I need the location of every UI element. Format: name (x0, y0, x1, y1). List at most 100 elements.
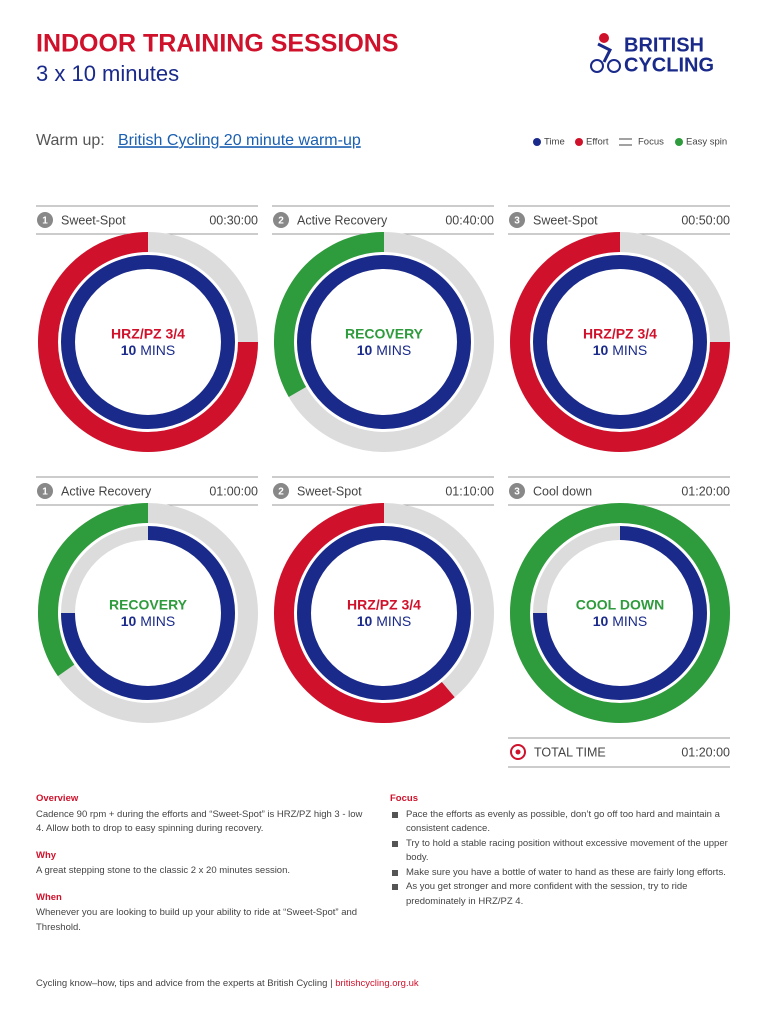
step-time: 01:10:00 (445, 484, 494, 498)
note-text: Whenever you are looking to build up you… (36, 907, 358, 933)
note-heading: Why (36, 849, 57, 861)
step-name: Sweet-Spot (533, 213, 598, 227)
step-time: 00:40:00 (445, 213, 494, 227)
ring-arc (61, 255, 235, 429)
legend-label: Easy spin (686, 137, 727, 148)
step-number: 1 (42, 487, 48, 498)
duration-value: 10 (593, 342, 609, 358)
step-number: 3 (514, 487, 520, 498)
duration-value: 10 (121, 613, 137, 629)
logo-text: CYCLING (624, 54, 714, 76)
step-time: 00:30:00 (209, 213, 258, 227)
step-number: 2 (278, 216, 284, 227)
step-name: Active Recovery (61, 484, 152, 498)
duration-value: 10 (357, 342, 373, 358)
notes-left: Overview Cadence 90 rpm + during the effo… (36, 792, 366, 947)
focus-item: Make sure you have a bottle of water to … (390, 866, 735, 881)
logo-head (599, 33, 609, 43)
title: INDOOR TRAINING SESSIONS (36, 30, 399, 58)
duration: 10 MINS (593, 613, 647, 629)
legend-label: Time (544, 137, 565, 148)
notes-focus: Focus Pace the efforts as evenly as poss… (390, 792, 735, 909)
footer: Cycling know–how, tips and advice from t… (36, 978, 419, 989)
ring-arc (533, 526, 707, 700)
logo: BRITISH CYCLING (590, 33, 714, 76)
step-number: 2 (278, 487, 284, 498)
zone-label: RECOVERY (345, 326, 424, 342)
note: Overview Cadence 90 rpm + during the effo… (36, 792, 366, 837)
legend-dot (533, 138, 541, 146)
duration-value: 10 (121, 342, 137, 358)
session-card: 3 Sweet-Spot 00:50:00 HRZ/PZ 3/410 MINS (508, 205, 730, 452)
zone-label: HRZ/PZ 3/4 (583, 326, 657, 342)
zone-label: HRZ/PZ 3/4 (111, 326, 185, 342)
total-label: TOTAL TIME (534, 745, 606, 759)
step-time: 00:50:00 (681, 213, 730, 227)
ring-arc (510, 503, 730, 723)
step-number: 3 (514, 216, 520, 227)
ring-arc (274, 503, 455, 723)
duration: 10 MINS (593, 342, 647, 358)
ring-arc (38, 503, 149, 677)
duration-unit: MINS (376, 613, 411, 629)
logo-text: BRITISH (624, 34, 704, 56)
zone-label: HRZ/PZ 3/4 (347, 597, 421, 613)
stopwatch-icon (515, 749, 521, 755)
duration-unit: MINS (140, 342, 175, 358)
legend: Time Effort Focus Easy spin (533, 137, 727, 148)
ring-arc (297, 526, 471, 700)
logo-body (597, 42, 613, 63)
step-badge (273, 483, 289, 499)
note-text: Cadence 90 rpm + during the efforts and … (36, 808, 363, 835)
duration-unit: MINS (612, 613, 647, 629)
total-time: 01:20:00 (681, 745, 730, 759)
focus-item: Try to hold a stable racing position wit… (390, 837, 735, 866)
legend-label: Effort (586, 137, 609, 148)
step-badge (273, 212, 289, 228)
duration: 10 MINS (357, 613, 411, 629)
legend-dot (675, 138, 683, 146)
note: When Whenever you are looking to build up… (36, 891, 366, 936)
footer-link[interactable]: britishcycling.org.uk (335, 978, 419, 989)
ring-arc (510, 232, 730, 452)
zone-label: RECOVERY (109, 597, 188, 613)
step-badge (37, 483, 53, 499)
ring-arc (61, 526, 235, 700)
zone-label: COOL DOWN (576, 597, 664, 613)
warmup-link[interactable]: British Cycling 20 minute warm-up (118, 132, 361, 149)
note: Why A great stepping stone to the classic… (36, 849, 366, 879)
focus-item: Pace the efforts as evenly as possible, … (390, 808, 735, 837)
warmup-label: Warm up: (36, 132, 105, 149)
focus-item: As you get stronger and more confident w… (390, 880, 735, 909)
note-text: A great stepping stone to the classic 2 … (36, 865, 291, 876)
step-name: Cool down (533, 484, 592, 498)
step-name: Sweet-Spot (297, 484, 362, 498)
step-name: Active Recovery (297, 213, 388, 227)
subtitle: 3 x 10 minutes (36, 61, 179, 86)
ring-arc (38, 232, 258, 452)
total-row: TOTAL TIME 01:20:00 (508, 737, 730, 768)
duration-value: 10 (593, 613, 609, 629)
legend-label: Focus (638, 137, 664, 148)
ring-arc (297, 255, 471, 429)
legend-dot (575, 138, 583, 146)
note-heading: Focus (390, 793, 418, 804)
stopwatch-icon (510, 744, 526, 760)
duration-unit: MINS (376, 342, 411, 358)
logo-wheel (590, 59, 604, 73)
ring-arc (533, 255, 707, 429)
duration: 10 MINS (121, 613, 175, 629)
note-heading: When (36, 891, 62, 903)
step-badge (509, 212, 525, 228)
footer-text: Cycling know–how, tips and advice from t… (36, 978, 333, 989)
logo-wheel (607, 59, 621, 73)
step-name: Sweet-Spot (61, 213, 126, 227)
step-time: 01:20:00 (681, 484, 730, 498)
step-badge (509, 483, 525, 499)
duration-unit: MINS (140, 613, 175, 629)
